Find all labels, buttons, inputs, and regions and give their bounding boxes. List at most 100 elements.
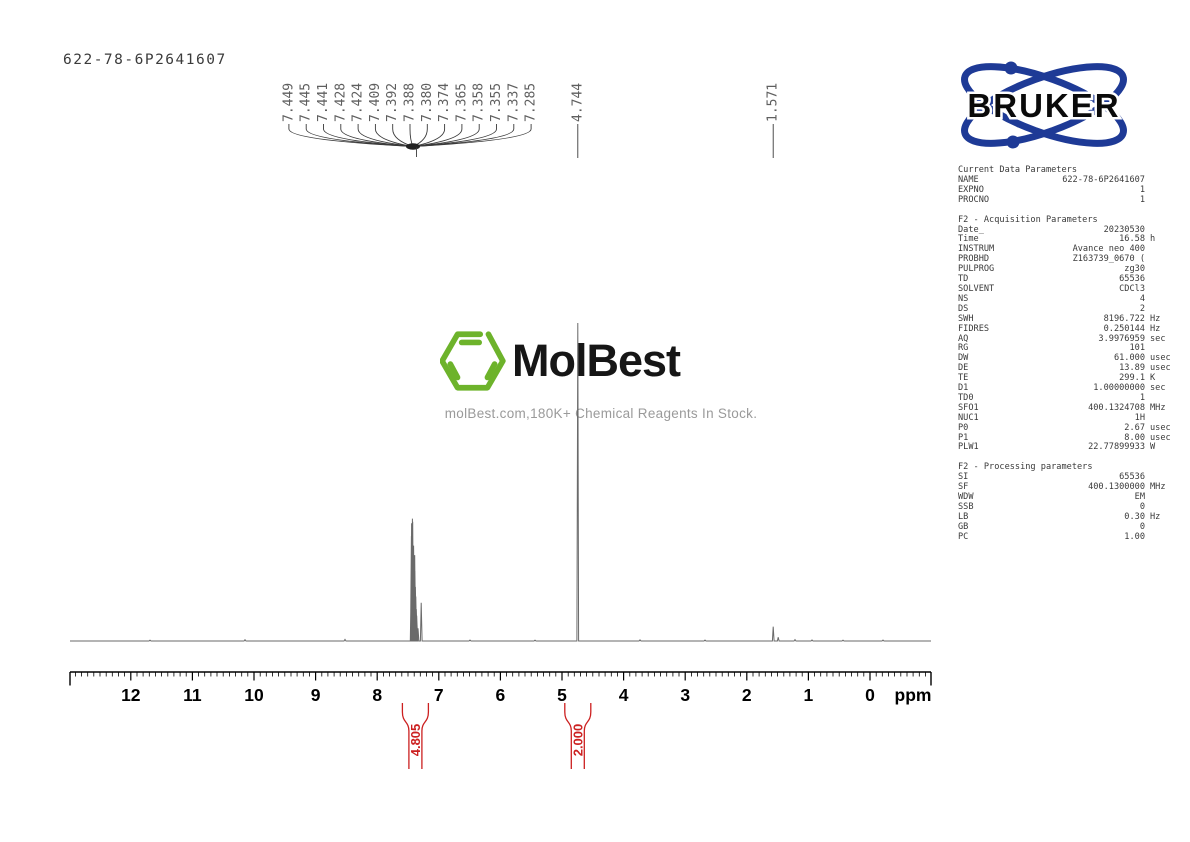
param-label: TD0 [958,392,974,403]
param-row: NAME 622-78-6P2641607 [958,175,1184,186]
param-value: Z163739_0670 ( [1072,254,1145,265]
param-label: PULPROG [958,264,995,275]
param-unit: Hz [1150,313,1161,324]
param-value: 8196.722 [1103,313,1145,324]
peak-label: 7.337 [506,83,521,122]
param-value: 20230530 [1103,224,1145,235]
param-unit: Hz [1150,511,1161,522]
param-value: 1H [1134,412,1145,423]
param-row: TD0 1 [958,392,1184,404]
param-value: 8.00 [1124,432,1145,443]
param-unit [1145,255,1184,265]
axis-unit-label: ppm [895,685,932,705]
param-row: SFO1 400.1324708 MHz [958,402,1184,414]
params-section-processing: F2 - Processing parameters SI 65536 SF 4… [958,462,1184,543]
peak-label: 7.365 [454,83,469,122]
peak-pointer-line [374,124,414,147]
param-label: NUC1 [958,412,979,423]
peak-label: 7.428 [333,83,348,122]
params-section-title: F2 - Processing parameters [958,462,1093,473]
param-row: PLW1 22.77899933 W [958,443,1184,453]
param-unit [1145,523,1184,533]
param-label: P1 [958,432,969,443]
param-label: SFO1 [958,402,979,413]
param-row: SOLVENT CDCl3 [958,283,1184,295]
param-label: AQ [958,333,969,344]
param-unit: K [1150,373,1156,384]
sample-id: 622-78-6P2641607 [63,52,227,68]
param-value: 0.250144 [1103,323,1145,334]
param-value: 1 [1139,392,1145,403]
param-row: P0 2.67 usec [958,422,1184,434]
param-label: Time [958,234,979,245]
params-rows: Date_ 20230530 Time 16.58 h INSTRUM Avan… [958,224,1184,454]
param-label: SF [958,482,969,493]
param-row: TD 65536 [958,274,1184,285]
param-value: 22.77899933 [1088,442,1145,453]
param-row: LB 0.30 Hz [958,511,1184,523]
param-label: Date_ [958,224,984,235]
x-axis-minor-ticks [75,672,926,677]
param-row: DW 61.000 usec [958,353,1184,364]
param-label: SOLVENT [958,283,995,294]
param-label: INSTRUM [958,244,995,255]
peak-label: 7.441 [316,83,331,122]
param-label: DW [958,353,969,364]
param-row: FIDRES 0.250144 Hz [958,323,1184,335]
peak-label: 7.374 [437,83,452,122]
param-value: 16.58 [1119,234,1145,245]
param-unit [1145,245,1184,255]
param-label: SI [958,472,969,483]
axis-tick-label: 7 [434,685,444,705]
param-value: 1 [1139,184,1145,195]
param-label: LB [958,511,969,522]
peak-label: 7.388 [403,83,418,122]
molbest-brand: MolBest [512,335,681,386]
param-row: NS 4 [958,293,1184,305]
spectrum-trace [70,322,931,642]
param-unit: sec [1150,333,1166,344]
peak-pointer-hub [406,143,420,150]
integral-value: 2.000 [570,724,585,757]
params-section-acquisition: F2 - Acquisition Parameters Date_ 202305… [958,214,1184,454]
axis-tick-label: 5 [557,685,567,705]
params-section-title: F2 - Acquisition Parameters [958,214,1098,225]
molbest-watermark: MolBest molBest.com,180K+ Chemical Reage… [440,326,762,421]
param-row: PC 1.00 [958,532,1184,543]
param-label: DE [958,363,969,374]
bruker-orbit-dot [1006,135,1020,149]
param-row: GB 0 [958,522,1184,533]
param-value: 4 [1139,293,1145,304]
integral-bracket-left [401,703,410,769]
bruker-logo: BRUKER [961,61,1127,149]
param-unit [1145,176,1184,186]
param-label: P0 [958,422,969,433]
param-row: DS 2 [958,304,1184,315]
param-row: NUC1 1H [958,412,1184,424]
param-row: SF 400.1300000 MHz [958,482,1184,493]
axis-tick-label: 8 [372,685,382,705]
peak-label: 7.358 [472,83,487,122]
param-value: Avance neo 400 [1072,244,1145,255]
bruker-orbit-dot [1004,61,1018,75]
peak-label: 7.424 [351,83,366,122]
peak-label: 7.392 [385,83,400,122]
peak-label: 7.409 [368,83,383,122]
peak-label: 7.445 [299,83,314,122]
param-label: PROCNO [958,194,990,205]
param-row: PROCNO 1 [958,194,1184,206]
param-unit [1145,196,1184,206]
param-label: FIDRES [958,323,990,334]
param-row: DE 13.89 usec [958,363,1184,374]
param-value: 299.1 [1119,373,1145,384]
param-label: NS [958,293,969,304]
axis-tick-label: 1 [804,685,814,705]
param-unit [1145,265,1184,275]
params-section-title: Current Data Parameters [958,165,1077,175]
peak-label: 7.355 [489,83,504,122]
param-row: PULPROG zg30 [958,264,1184,275]
axis-tick-label: 3 [680,685,690,705]
integral-bracket-left [564,703,572,769]
param-unit [1145,533,1184,543]
